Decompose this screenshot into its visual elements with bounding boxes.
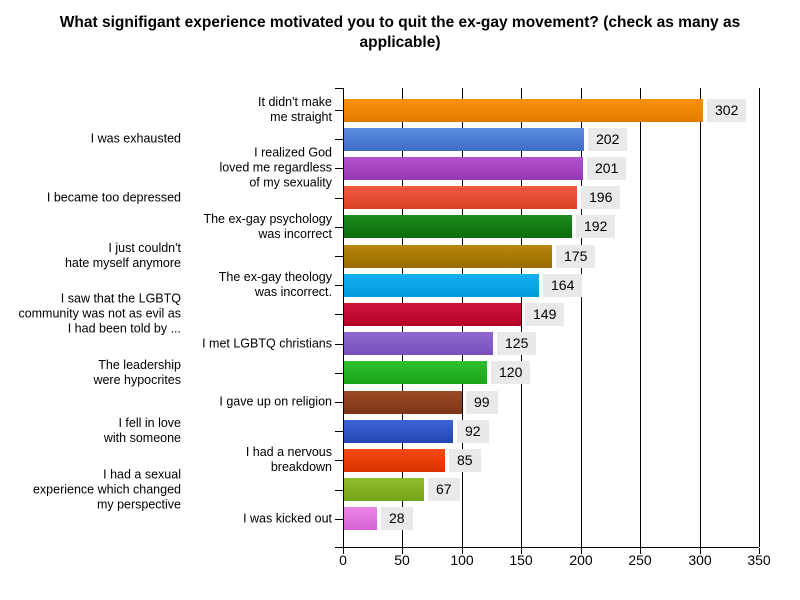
bar-14 <box>344 478 424 502</box>
x-axis-tick-label: 50 <box>394 552 410 568</box>
bar-value-badge: 175 <box>556 244 596 268</box>
bar-8 <box>344 302 521 326</box>
bar-12 <box>344 419 453 443</box>
plot-area: 302 202 201 196 192 175 164 149 125 120 99 92 85 67 28 <box>335 88 760 554</box>
gridline-150 <box>521 88 522 547</box>
x-axis-line <box>335 547 759 548</box>
y-axis-line <box>343 88 344 547</box>
category-label: I fell in love with someone <box>103 416 181 446</box>
category-label: The leadership were hypocrites <box>93 357 181 387</box>
category-tick <box>335 343 343 345</box>
category-label: I saw that the LGBTQ community was not a… <box>18 291 181 336</box>
category-tick <box>335 402 343 403</box>
bar-5 <box>344 215 572 239</box>
bar-11 <box>344 390 462 414</box>
bar-2 <box>344 127 584 151</box>
bar-4 <box>344 186 577 210</box>
bar-value-badge: 85 <box>449 448 481 472</box>
category-tick <box>335 226 343 228</box>
category-label: The ex-gay psychology was incorrect <box>203 211 332 241</box>
x-axis-tick-label: 200 <box>569 552 593 568</box>
gridline-200 <box>581 88 582 547</box>
category-label: I gave up on religion <box>219 394 332 409</box>
category-label: I became too depressed <box>46 190 181 205</box>
x-axis-tick-300 <box>700 548 701 554</box>
bar-value-badge: 192 <box>576 215 616 239</box>
x-axis-tick-350 <box>759 548 760 554</box>
bar-value-badge: 67 <box>428 478 460 502</box>
category-label: I was kicked out <box>243 511 332 526</box>
x-axis-tick-200 <box>581 548 582 554</box>
category-tick <box>335 110 343 111</box>
category-tick <box>335 197 343 199</box>
gridline-300 <box>700 88 701 547</box>
bar-value-badge: 99 <box>466 390 498 414</box>
bar-value-badge: 302 <box>707 98 747 122</box>
y-axis-top-tick <box>335 88 343 89</box>
category-label: It didn't make me straight <box>258 95 332 124</box>
x-axis-tick-50 <box>402 548 403 554</box>
bar-value-badge: 125 <box>497 332 537 356</box>
x-axis-tick-100 <box>462 548 463 554</box>
category-label-column: It didn't make me straight I was exhauste… <box>0 88 800 547</box>
x-axis-tick-250 <box>640 548 641 554</box>
x-axis-tick-label: 0 <box>339 552 347 568</box>
bar-value-badge: 149 <box>525 302 565 326</box>
bar-10 <box>344 361 487 385</box>
x-axis-tick-0 <box>343 548 344 554</box>
category-tick <box>335 518 343 520</box>
category-label: I had a nervous breakdown <box>245 445 332 475</box>
bar-value-badge: 201 <box>587 156 627 180</box>
x-axis-tick-label: 350 <box>747 552 771 568</box>
bar-value-badge: 92 <box>457 419 489 443</box>
bar-3 <box>344 156 583 180</box>
bar-value-badge: 196 <box>581 186 621 210</box>
bar-15 <box>344 507 377 531</box>
bar-value-badge: 202 <box>588 127 628 151</box>
bar-1 <box>344 98 703 122</box>
x-axis-tick-label: 100 <box>450 552 474 568</box>
category-tick <box>335 460 343 462</box>
chart-title: What signifigant experience motivated yo… <box>59 14 741 51</box>
bar-9 <box>344 332 493 356</box>
x-axis-tick-label: 250 <box>628 552 652 568</box>
bar-value-badge: 28 <box>381 507 413 531</box>
x-axis-tick-label: 150 <box>509 552 533 568</box>
x-axis-tick-label: 300 <box>688 552 712 568</box>
category-label: I just couldn't hate myself anymore <box>64 241 181 270</box>
category-label: I realized God loved me regardless of my… <box>219 145 332 190</box>
category-label: I met LGBTQ christians <box>202 336 332 351</box>
bar-13 <box>344 448 445 472</box>
category-label: The ex-gay theology was incorrect. <box>218 270 332 300</box>
category-tick <box>335 139 343 141</box>
category-tick <box>335 489 343 491</box>
category-label: I was exhausted <box>90 131 181 146</box>
category-tick <box>335 431 343 433</box>
bar-value-badge: 164 <box>543 273 583 297</box>
category-tick <box>335 285 343 287</box>
x-axis-tick-150 <box>521 548 522 554</box>
bar-6 <box>344 244 552 268</box>
category-tick <box>335 372 343 374</box>
bar-value-badge: 120 <box>491 361 531 385</box>
category-tick <box>335 256 343 257</box>
x-axis-label-row: 0 50 100 150 200 250 300 350 <box>339 552 771 572</box>
bar-7 <box>344 273 539 297</box>
gridline-250 <box>640 88 641 547</box>
category-label: I had a sexual experience which changed … <box>32 467 181 512</box>
category-tick <box>335 168 343 170</box>
category-tick <box>335 314 343 316</box>
gridline-350 <box>759 88 760 547</box>
